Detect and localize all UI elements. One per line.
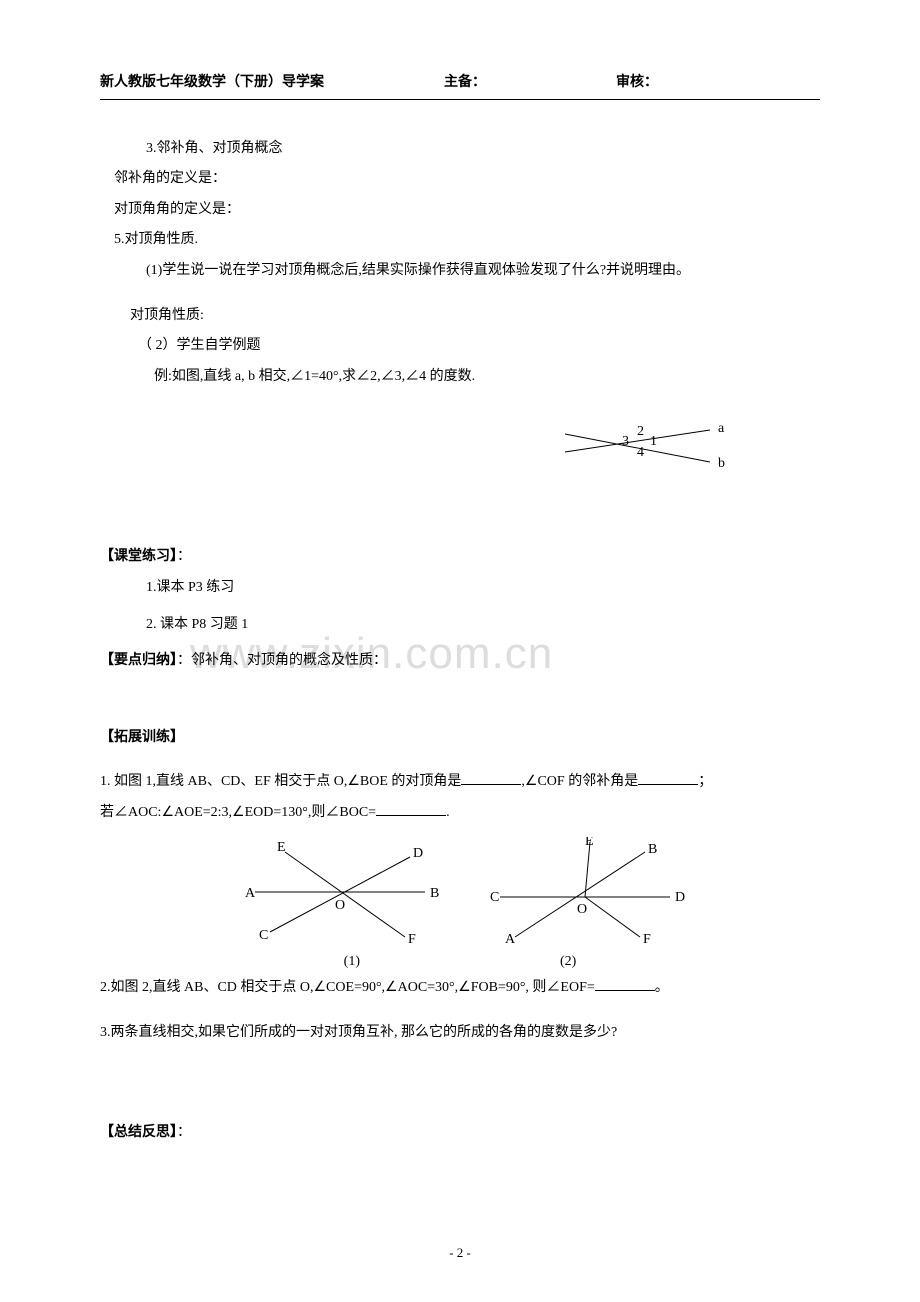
q1-part-b: ,∠COF 的邻补角是 [521,774,638,789]
figure-1: A B C D E F O [235,837,445,947]
figure-cross-ab: a b 1 2 3 4 [560,412,730,482]
header-mid: 主备： [444,70,486,97]
blank-3 [376,801,446,816]
label-2: 2 [637,424,644,439]
header-right: 审核： [616,70,658,97]
f1-D: D [413,846,423,861]
line-selfstudy: （ 2）学生自学例题 [100,333,820,360]
ext-q2: 2.如图 2,直线 AB、CD 相交于点 O,∠COE=90°,∠AOC=30°… [100,975,820,1002]
f2-F: F [643,932,651,947]
section-extension: 【拓展训练】 [100,725,820,752]
f2-C: C [490,890,499,905]
figure-labels: (1) (2) [100,949,820,976]
fig1-label: (1) [344,949,360,976]
q1-part-e: . [446,805,450,820]
f1-B: B [430,886,439,901]
line-example: 例:如图,直线 a, b 相交,∠1=40°,求∠2,∠3,∠4 的度数. [100,364,820,391]
f2-D: D [675,890,685,905]
q2-part-b: 。 [655,980,669,995]
line-def2: 对顶角角的定义是： [100,197,820,224]
page-header: 新人教版七年级数学（下册）导学案 主备： 审核： [100,70,820,97]
blank-2 [638,770,698,785]
keypoints-text: ：邻补角、对顶角的概念及性质： [177,653,387,668]
section-practice: 【课堂练习】： [100,544,820,571]
q1-part-a: 1. 如图 1,直线 AB、CD、EF 相交于点 O,∠BOE 的对顶角是 [100,774,461,789]
header-left: 新人教版七年级数学（下册）导学案 [100,70,324,97]
header-underline [100,99,820,100]
f2-B: B [648,842,657,857]
f2-O: O [577,902,587,917]
line-def1: 邻补角的定义是： [100,166,820,193]
ext-q1-line2: 若∠AOC:∠AOE=2:3,∠EOD=130°,则∠BOC=. [100,800,820,827]
q1-part-d: 若∠AOC:∠AOE=2:3,∠EOD=130°,则∠BOC= [100,805,376,820]
line-q1: (1)学生说一说在学习对顶角概念后,结果实际操作获得直观体验发现了什么?并说明理… [100,258,820,285]
reflect-colon: ： [177,1125,191,1140]
f1-A: A [245,886,256,901]
figure-row: A B C D E F O A B C D E F O [100,837,820,947]
keypoints-title: 【要点归纳】 [100,653,177,668]
figure-2: A B C D E F O [485,837,685,947]
practice-colon: ： [177,549,191,564]
label-3: 3 [622,434,629,449]
line-property: 对顶角性质: [100,303,820,330]
f1-E: E [277,840,286,855]
blank-1 [461,770,521,785]
practice-title: 【课堂练习】 [100,549,177,564]
line-property-title: 5.对顶角性质. [100,227,820,254]
f1-C: C [259,928,268,943]
blank-4 [595,976,655,991]
ext-q1-line1: 1. 如图 1,直线 AB、CD、EF 相交于点 O,∠BOE 的对顶角是 ,∠C… [100,769,820,796]
practice-1: 1.课本 P3 练习 [100,575,820,602]
f2-A: A [505,932,516,947]
label-4: 4 [637,445,644,460]
fig2-label: (2) [560,949,576,976]
f1-F: F [408,932,416,947]
section-keypoints: 【要点归纳】：邻补角、对顶角的概念及性质： [100,648,820,675]
reflect-title: 【总结反思】 [100,1125,177,1140]
label-b: b [718,456,725,471]
line-concept-title: 3.邻补角、对顶角概念 [100,136,820,163]
ext-title: 【拓展训练】 [100,730,184,745]
page-number: - 2 - [0,1241,920,1266]
ext-q3: 3.两条直线相交,如果它们所成的一对对顶角互补, 那么它的所成的各角的度数是多少… [100,1020,820,1047]
label-1: 1 [650,434,657,449]
practice-2: 2. 课本 P8 习题 1 [100,612,820,639]
section-reflect: 【总结反思】： [100,1120,820,1147]
q1-part-c: ； [698,774,712,789]
f1-O: O [335,898,345,913]
label-a: a [718,421,725,436]
q2-part-a: 2.如图 2,直线 AB、CD 相交于点 O,∠COE=90°,∠AOC=30°… [100,980,595,995]
f2-E: E [585,837,594,849]
